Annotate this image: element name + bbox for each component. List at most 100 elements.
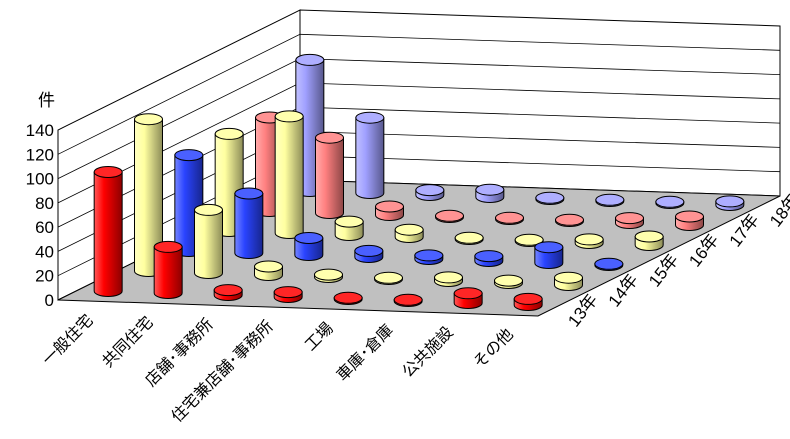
category-label: 公共施設 bbox=[399, 323, 457, 381]
cylinder-body bbox=[93, 171, 123, 297]
category-label: その他 bbox=[470, 325, 517, 372]
cylinder-bar bbox=[234, 187, 264, 259]
cylinder-body bbox=[294, 237, 324, 261]
category-label: 車庫･倉庫 bbox=[333, 321, 397, 385]
cylinder-top bbox=[375, 200, 404, 213]
y-tick-label: 100 bbox=[26, 170, 54, 189]
cylinder-top bbox=[594, 257, 624, 270]
cylinder-top bbox=[655, 195, 685, 208]
cylinder-top bbox=[514, 233, 544, 246]
cylinder-bar bbox=[535, 191, 565, 205]
y-tick-label: 40 bbox=[35, 242, 54, 261]
cylinder-top bbox=[333, 291, 363, 304]
cylinder-top bbox=[334, 215, 364, 228]
cylinder-top bbox=[214, 127, 244, 140]
cylinder-bar bbox=[415, 184, 445, 201]
y-tick-label: 80 bbox=[35, 194, 54, 213]
y-tick-label: 120 bbox=[26, 145, 54, 164]
cylinder-body bbox=[194, 209, 223, 279]
cylinder-top bbox=[294, 232, 324, 244]
cylinder-top bbox=[415, 184, 445, 197]
cylinder-bar bbox=[594, 257, 624, 271]
cylinder-top bbox=[393, 293, 423, 306]
cylinder-top bbox=[414, 249, 444, 262]
cylinder-body bbox=[234, 193, 264, 259]
cylinder-top bbox=[555, 213, 584, 226]
cylinder-top bbox=[675, 210, 704, 223]
cylinder-bar bbox=[494, 274, 523, 289]
cylinder-bar bbox=[315, 131, 344, 219]
cylinder-bar bbox=[333, 291, 363, 305]
cylinder-bar bbox=[615, 212, 644, 229]
cylinder-top bbox=[374, 271, 403, 284]
cylinder-bar bbox=[374, 271, 403, 285]
cylinder-top bbox=[495, 211, 524, 224]
cylinder-top bbox=[295, 53, 325, 66]
cylinder-bar bbox=[375, 200, 404, 221]
cylinder-bar bbox=[454, 231, 484, 245]
cylinder-bar bbox=[474, 250, 504, 267]
cylinder-top bbox=[174, 149, 204, 162]
cylinder-top bbox=[355, 111, 385, 124]
cylinder-bar bbox=[475, 183, 505, 203]
cylinder-bars bbox=[93, 53, 745, 311]
cylinder-top bbox=[315, 131, 344, 144]
cylinder-top bbox=[554, 271, 583, 284]
cylinder-bar bbox=[453, 287, 483, 309]
cylinder-top bbox=[513, 292, 543, 305]
y-tick-label: 60 bbox=[35, 218, 54, 237]
category-label: 一般住宅 bbox=[39, 311, 97, 369]
cylinder-top bbox=[634, 230, 664, 243]
category-label: 工場 bbox=[301, 319, 336, 354]
cylinder-body bbox=[153, 246, 183, 299]
cylinder-top bbox=[435, 209, 464, 222]
cylinder-bar bbox=[273, 286, 303, 303]
cylinder-bar bbox=[434, 271, 463, 287]
cylinder-bar bbox=[675, 210, 704, 231]
cylinder-top bbox=[134, 113, 163, 126]
cylinder-body bbox=[315, 137, 344, 219]
cylinder-bar bbox=[254, 260, 283, 281]
cylinder-bar bbox=[294, 232, 324, 261]
cylinder-top bbox=[254, 260, 283, 273]
cylinder-bar bbox=[393, 293, 423, 307]
cylinder-top bbox=[394, 223, 424, 236]
cylinder-top bbox=[574, 233, 604, 246]
cylinder-top bbox=[273, 286, 303, 299]
category-label: 共同住宅 bbox=[99, 313, 157, 371]
category-label: 住宅兼店舗･事務所 bbox=[168, 317, 277, 426]
cylinder-bar bbox=[715, 195, 745, 211]
y-tick-labels: 0 20 40 60 80 100 120 140 bbox=[26, 121, 54, 310]
cylinder-body bbox=[534, 246, 564, 269]
cylinder-bar bbox=[655, 195, 685, 209]
cylinder-top bbox=[93, 166, 123, 178]
cylinder-top bbox=[474, 250, 504, 263]
cylinder-bar bbox=[555, 213, 584, 227]
cylinder-bar bbox=[534, 241, 564, 269]
cylinder-bar bbox=[355, 111, 385, 199]
cylinder-bar bbox=[634, 230, 664, 251]
cylinder-top bbox=[234, 187, 264, 200]
cylinder-top bbox=[535, 191, 565, 204]
y-axis-label: 件 bbox=[38, 91, 55, 110]
cylinder-bar bbox=[274, 110, 304, 239]
cylinder-bar bbox=[354, 244, 384, 263]
cylinder-top bbox=[453, 287, 483, 300]
cylinder-top bbox=[454, 231, 484, 244]
cylinder-bar bbox=[414, 249, 444, 265]
cylinder-bar bbox=[554, 271, 583, 291]
cylinder-top bbox=[434, 271, 463, 284]
cylinder-top bbox=[354, 244, 384, 257]
cylinder-bar bbox=[435, 209, 464, 223]
cylinder-top bbox=[715, 195, 745, 208]
cylinder-top bbox=[615, 212, 644, 225]
cylinder-top bbox=[534, 241, 564, 254]
cylinder-bar bbox=[213, 284, 243, 301]
cylinder-bar bbox=[194, 203, 223, 279]
cylinder-body bbox=[274, 115, 304, 239]
cylinder-top bbox=[314, 268, 343, 281]
cylinder-bar bbox=[153, 240, 183, 299]
